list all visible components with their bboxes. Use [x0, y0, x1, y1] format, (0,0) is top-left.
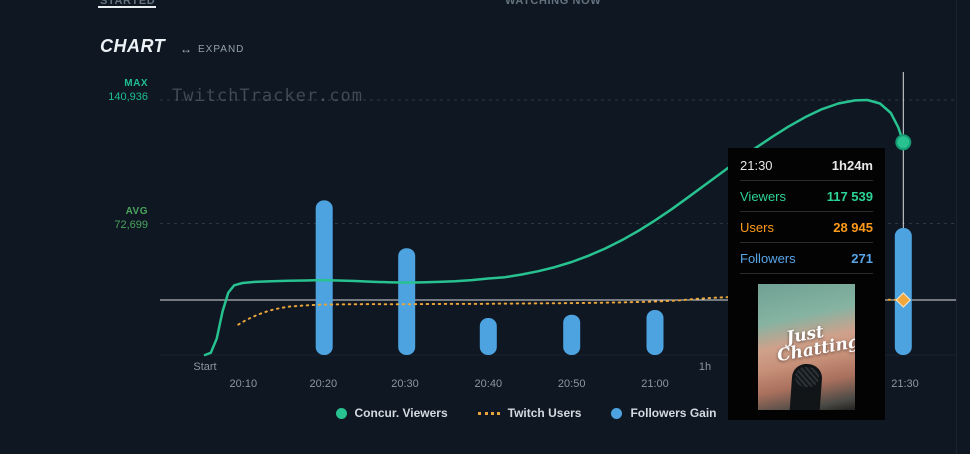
tooltip-viewers-value: 117 539	[826, 189, 873, 204]
legend-item-concurrent-viewers[interactable]: Concur. Viewers	[335, 406, 448, 420]
x-axis-time-label: 21:00	[641, 378, 669, 390]
category-boxart-just-chatting[interactable]: Just Chatting	[758, 284, 855, 410]
avg-axis-label: AVG 72,699	[88, 206, 148, 232]
legend-viewers-label: Concur. Viewers	[354, 406, 448, 420]
avg-label-text: AVG	[125, 206, 148, 217]
followers-gain-bar[interactable]	[894, 228, 912, 355]
followers-dot-icon	[611, 407, 623, 419]
top-cutoff-strip: STARTED WATCHING NOW	[0, 0, 970, 9]
site-watermark: TwitchTracker.com	[172, 86, 363, 106]
tooltip-users-row: Users 28 945	[740, 212, 873, 243]
x-axis-time-label: 20:30	[391, 378, 419, 390]
tooltip-duration: 1h24m	[831, 158, 873, 173]
viewers-marker-circle	[895, 134, 912, 151]
tooltip-users-label: Users	[740, 220, 774, 235]
started-tab-underline	[98, 6, 156, 8]
tooltip-followers-value: 271	[851, 251, 873, 266]
chart-legend: Concur. Viewers Twitch Users Followers G…	[82, 406, 970, 420]
tooltip-viewers-row: Viewers 117 539	[740, 181, 873, 212]
followers-gain-bar[interactable]	[315, 200, 333, 355]
tooltip-time: 21:30	[740, 158, 773, 173]
expand-chart-button[interactable]: ↔ EXPAND	[180, 42, 244, 56]
followers-gain-bar[interactable]	[563, 314, 581, 355]
max-label-text: MAX	[124, 78, 148, 89]
expand-arrows-icon: ↔	[180, 42, 193, 56]
tooltip-viewers-label: Viewers	[740, 189, 787, 204]
tooltip-time-row: 21:30 1h24m	[740, 150, 873, 181]
started-tab-label: STARTED	[100, 0, 156, 7]
x-axis-time-label: 20:10	[230, 378, 258, 390]
x-axis-time-label: 21:30	[891, 378, 919, 390]
followers-gain-bar[interactable]	[398, 248, 416, 355]
legend-item-twitch-users[interactable]: Twitch Users	[477, 406, 582, 420]
chart-hover-tooltip: 21:30 1h24m Viewers 117 539 Users 28 945…	[728, 148, 885, 420]
users-marker-diamond	[895, 292, 912, 308]
chart-section-title: CHART	[100, 36, 166, 56]
microphone-icon	[789, 363, 823, 410]
legend-item-followers-gain[interactable]: Followers Gain	[611, 406, 716, 420]
tooltip-followers-label: Followers	[740, 251, 796, 266]
expand-button-label: EXPAND	[198, 43, 245, 55]
viewers-dot-icon	[335, 407, 347, 419]
avg-value-text: 72,699	[114, 218, 148, 231]
watching-now-label: WATCHING NOW	[505, 0, 602, 7]
followers-gain-bar[interactable]	[479, 318, 497, 355]
x-axis-time-label: 20:40	[475, 378, 503, 390]
x-axis-time-label: 20:20	[310, 378, 338, 390]
max-value-text: 140,936	[108, 90, 148, 103]
category-name-text: Just Chatting	[775, 321, 855, 367]
concurrent-viewers-line	[203, 98, 905, 357]
x-axis-time-label: 20:50	[558, 378, 586, 390]
tooltip-followers-row: Followers 271	[740, 243, 873, 274]
legend-users-label: Twitch Users	[507, 406, 582, 420]
legend-followers-label: Followers Gain	[630, 406, 717, 420]
x-axis-duration-label: 1h	[699, 361, 711, 373]
users-dotted-line-icon	[477, 411, 500, 415]
followers-gain-bar[interactable]	[646, 310, 664, 355]
max-axis-label: MAX 140,936	[88, 78, 148, 104]
right-edge-divider	[956, 0, 957, 454]
tooltip-users-value: 28 945	[833, 220, 873, 235]
x-axis-duration-label: Start	[193, 361, 216, 373]
